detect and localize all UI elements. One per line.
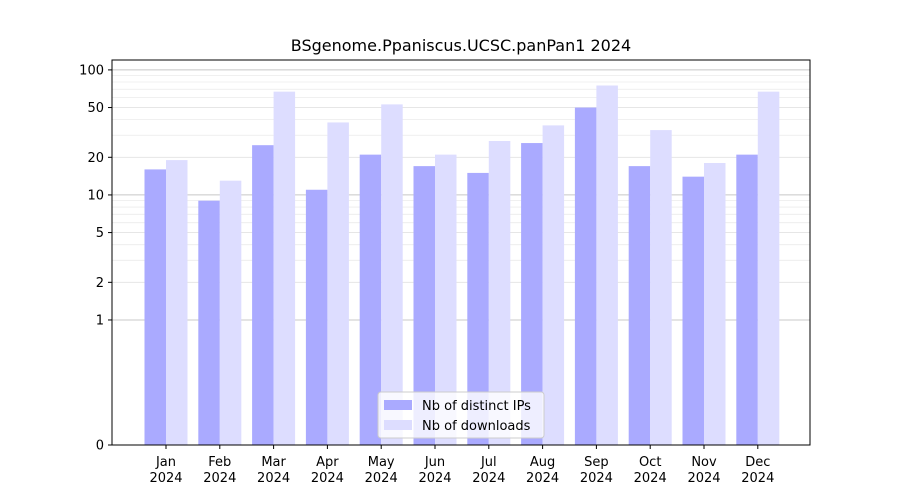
bar-downloads xyxy=(435,154,457,446)
bar-downloads xyxy=(219,180,242,445)
x-tick-label-month: Mar xyxy=(261,455,286,470)
bar-downloads xyxy=(542,125,565,445)
x-tick-label-year: 2024 xyxy=(149,471,182,486)
y-tick-label: 2 xyxy=(96,276,104,291)
bar-distinct-ips xyxy=(305,189,328,445)
y-tick-label: 10 xyxy=(87,188,104,203)
bar-downloads xyxy=(757,91,780,445)
legend: Nb of distinct IPs Nb of downloads xyxy=(377,391,545,439)
bar-distinct-ips xyxy=(736,154,758,446)
bar-distinct-ips xyxy=(359,154,382,446)
bar-downloads xyxy=(596,85,618,445)
y-axis: 0 1 2 5 10 20 50 100 xyxy=(79,63,112,454)
legend-box xyxy=(377,391,545,439)
legend-swatch xyxy=(384,420,412,430)
legend-swatch xyxy=(384,400,412,410)
y-tick-label: 20 xyxy=(87,151,104,166)
x-axis: Jan2024Feb2024Mar2024Apr2024May2024Jun20… xyxy=(149,445,774,486)
bar-distinct-ips xyxy=(574,107,597,446)
y-tick-label: 0 xyxy=(96,439,104,454)
x-tick-label-year: 2024 xyxy=(634,471,667,486)
bar-downloads xyxy=(650,130,672,445)
bar-distinct-ips xyxy=(467,172,489,445)
x-tick-label-month: Apr xyxy=(316,455,339,470)
x-tick-label-year: 2024 xyxy=(526,471,559,486)
bars-layer xyxy=(144,85,780,446)
legend-label: Nb of downloads xyxy=(422,419,531,434)
y-tick-label: 5 xyxy=(96,226,104,241)
bar-distinct-ips xyxy=(144,169,166,445)
bar-downloads xyxy=(704,163,726,445)
y-tick-label: 50 xyxy=(87,101,104,116)
y-tick-label: 1 xyxy=(96,313,104,328)
x-tick-label-year: 2024 xyxy=(365,471,398,486)
bar-distinct-ips xyxy=(682,176,704,445)
x-tick-label-month: Oct xyxy=(639,455,661,470)
plot-frame xyxy=(111,59,811,446)
x-tick-label-month: Jul xyxy=(480,455,497,470)
x-tick-label-month: Aug xyxy=(530,455,555,470)
bar-downloads xyxy=(327,122,349,445)
bar-distinct-ips xyxy=(252,145,274,445)
y-tick-label: 100 xyxy=(79,63,104,78)
x-tick-label-month: Sep xyxy=(584,455,609,470)
x-tick-label-month: Jun xyxy=(424,455,445,470)
x-tick-label-month: Feb xyxy=(208,455,231,470)
bar-distinct-ips xyxy=(628,166,651,445)
chart-title: BSgenome.Ppaniscus.UCSC.panPan1 2024 xyxy=(291,36,631,55)
bar-downloads xyxy=(166,160,188,445)
x-tick-label-year: 2024 xyxy=(687,471,720,486)
x-tick-label-year: 2024 xyxy=(472,471,505,486)
x-tick-label-year: 2024 xyxy=(580,471,613,486)
bar-downloads xyxy=(488,140,511,445)
x-tick-label-month: Jan xyxy=(155,455,176,470)
bar-distinct-ips xyxy=(413,166,435,445)
x-tick-label-year: 2024 xyxy=(311,471,344,486)
bar-distinct-ips xyxy=(521,143,543,445)
bar-distinct-ips xyxy=(198,200,220,445)
x-tick-label-year: 2024 xyxy=(418,471,451,486)
x-tick-label-year: 2024 xyxy=(741,471,774,486)
x-tick-label-year: 2024 xyxy=(257,471,290,486)
bar-downloads xyxy=(273,91,296,445)
x-tick-label-month: Dec xyxy=(745,455,770,470)
x-tick-label-month: Nov xyxy=(691,455,717,470)
x-tick-label-year: 2024 xyxy=(203,471,236,486)
bar-downloads xyxy=(381,104,403,445)
x-tick-label-month: May xyxy=(368,455,395,470)
legend-label: Nb of distinct IPs xyxy=(422,399,531,414)
